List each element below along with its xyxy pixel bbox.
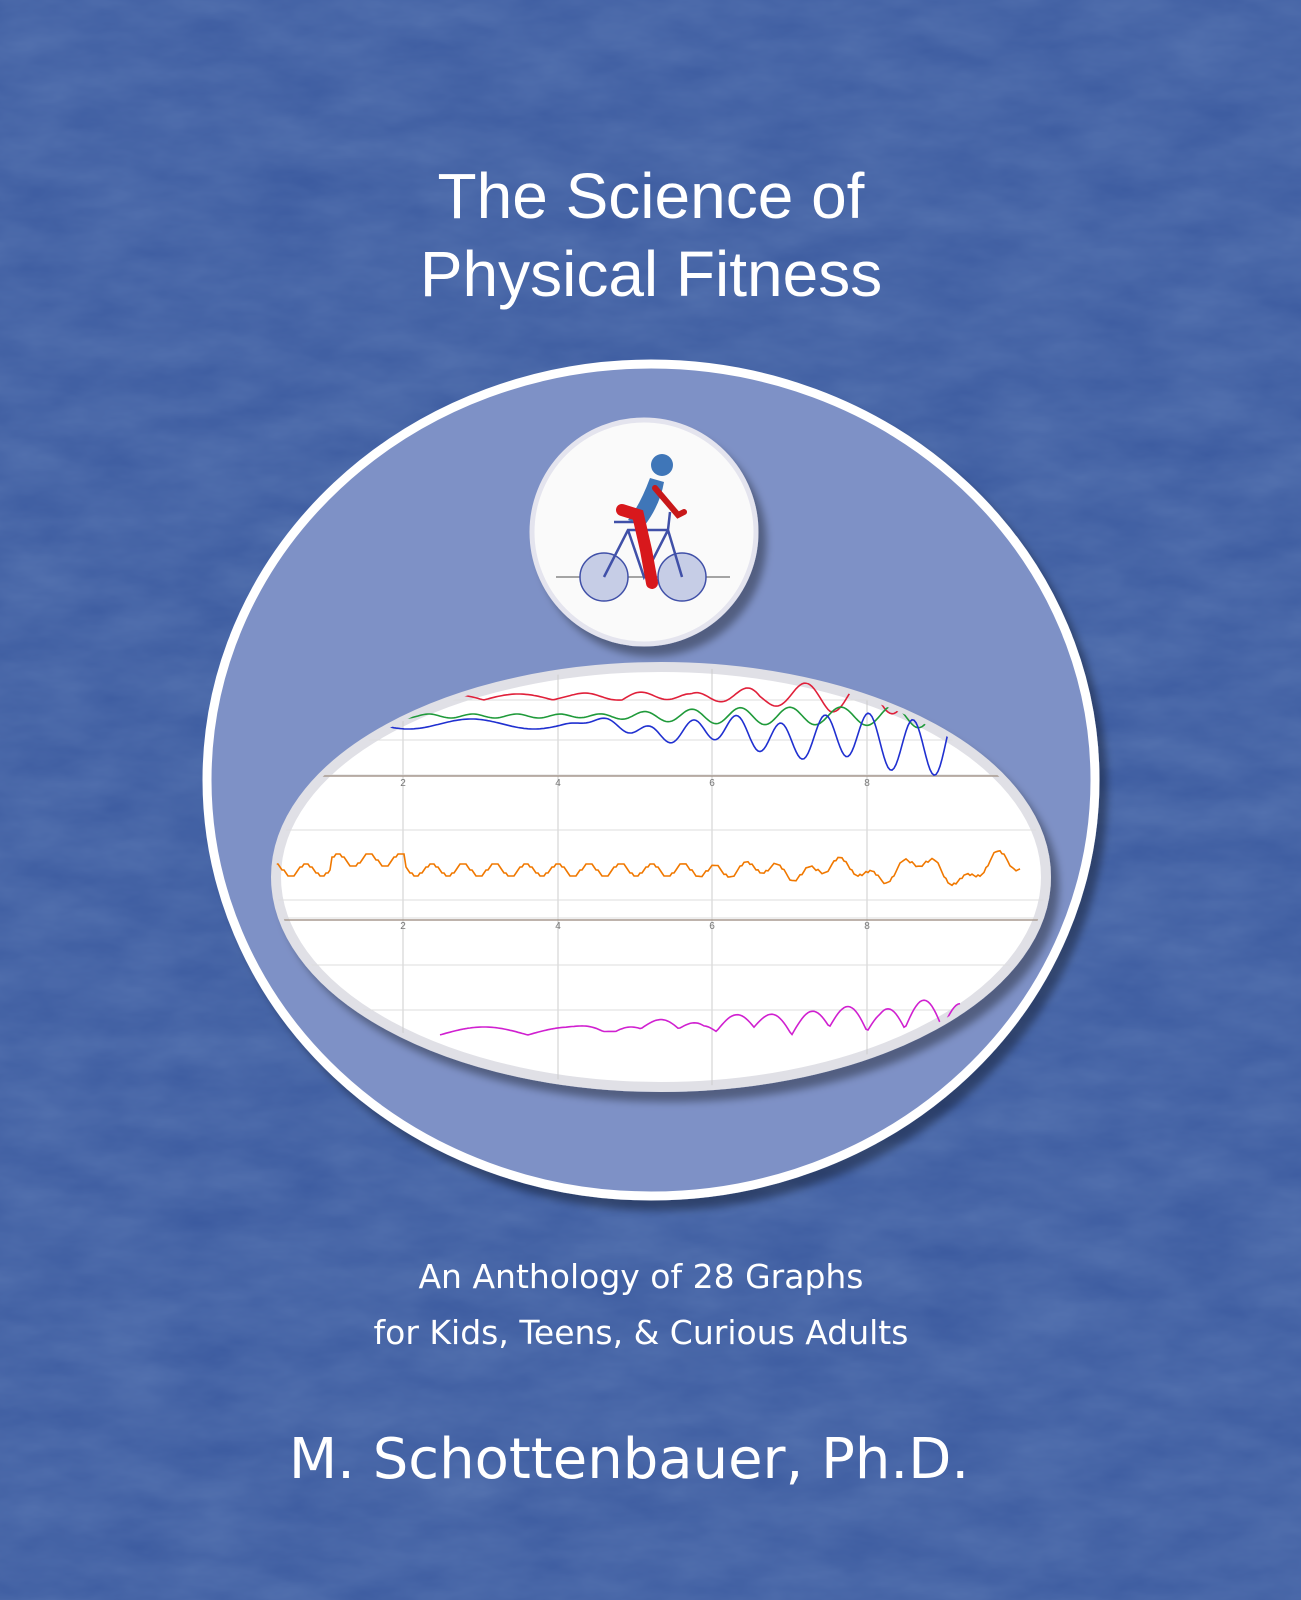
title-line: The Science of — [438, 160, 865, 232]
subtitle-line: for Kids, Teens, & Curious Adults — [374, 1313, 909, 1352]
graph-art — [379, 701, 961, 729]
title-line: Physical Fitness — [420, 238, 882, 310]
graph-art — [276, 849, 1021, 887]
axis-label: 4 — [555, 921, 561, 932]
axis-label: 4 — [555, 778, 561, 789]
axis-label: 2 — [400, 921, 406, 932]
graph-art — [439, 999, 961, 1036]
axis-label: 2 — [400, 778, 406, 789]
axis-label: 6 — [709, 921, 715, 932]
axis-label: 8 — [864, 778, 870, 789]
author: M. Schottenbauer, Ph.D. — [289, 1427, 969, 1492]
axis-label: 6 — [709, 778, 715, 789]
subtitle-line: An Anthology of 28 Graphs — [418, 1257, 863, 1296]
graph-art — [359, 709, 961, 776]
cyclist-badge — [529, 417, 759, 647]
graph-ellipse — [271, 662, 1051, 1092]
axis-label: 8 — [864, 921, 870, 932]
